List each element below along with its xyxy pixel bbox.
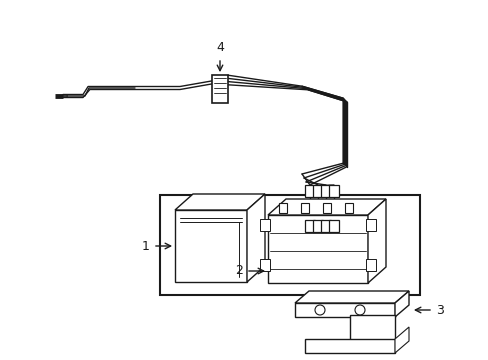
Bar [279, 203, 286, 213]
Bar [305, 339, 394, 353]
Bar [320, 185, 330, 197]
Bar [365, 219, 375, 231]
Bar [175, 210, 246, 282]
Text: 3: 3 [435, 303, 443, 316]
Bar [260, 219, 269, 231]
Bar [365, 259, 375, 271]
Bar [301, 203, 308, 213]
Polygon shape [267, 199, 385, 215]
Bar [160, 195, 419, 295]
Text: 2: 2 [235, 265, 243, 278]
Bar [312, 220, 323, 232]
Polygon shape [367, 199, 385, 283]
Bar [305, 185, 314, 197]
Bar [328, 220, 338, 232]
Bar [212, 75, 227, 103]
Polygon shape [394, 291, 408, 317]
Bar [345, 203, 352, 213]
Bar [267, 215, 367, 283]
Bar [305, 220, 314, 232]
Bar [260, 259, 269, 271]
Polygon shape [394, 327, 408, 353]
Bar [328, 185, 338, 197]
Bar [320, 220, 330, 232]
Polygon shape [246, 194, 264, 282]
Polygon shape [175, 194, 264, 210]
Bar [323, 203, 330, 213]
Bar [312, 185, 323, 197]
Bar [294, 303, 394, 317]
Bar [349, 315, 394, 343]
Text: 4: 4 [216, 41, 224, 54]
Text: 1: 1 [142, 239, 150, 252]
Polygon shape [294, 291, 408, 303]
